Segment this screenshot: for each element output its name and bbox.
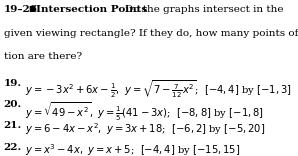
Text: 22.: 22. [4, 143, 22, 151]
Text: Do the graphs intersect in the: Do the graphs intersect in the [125, 5, 284, 15]
Text: 19–26: 19–26 [4, 5, 38, 15]
Text: $y = \sqrt{49-x^2},\ y = \frac{1}{5}(41-3x)$;  $[-8, 8]$ by $[-1, 8]$: $y = \sqrt{49-x^2},\ y = \frac{1}{5}(41-… [25, 100, 264, 123]
Text: 20.: 20. [4, 100, 22, 109]
Text: Intersection Points: Intersection Points [36, 5, 147, 15]
Text: 19.: 19. [4, 79, 22, 88]
Text: ■: ■ [28, 5, 35, 13]
Text: $y = -3x^2 + 6x - \frac{1}{2},\ y = \sqrt{7 - \frac{7}{12}x^2}$;  $[-4, 4]$ by $: $y = -3x^2 + 6x - \frac{1}{2},\ y = \sqr… [25, 79, 292, 101]
Text: $y = 6 - 4x - x^2,\ y = 3x + 18$;  $[-6, 2]$ by $[-5, 20]$: $y = 6 - 4x - x^2,\ y = 3x + 18$; $[-6, … [25, 121, 266, 137]
Text: $y = x^3 - 4x,\ y = x + 5$;  $[-4, 4]$ by $[-15, 15]$: $y = x^3 - 4x,\ y = x + 5$; $[-4, 4]$ by… [25, 143, 241, 156]
Text: given viewing rectangle? If they do, how many points of intersec-: given viewing rectangle? If they do, how… [4, 29, 298, 38]
Text: 21.: 21. [4, 121, 22, 130]
Text: tion are there?: tion are there? [4, 52, 82, 61]
